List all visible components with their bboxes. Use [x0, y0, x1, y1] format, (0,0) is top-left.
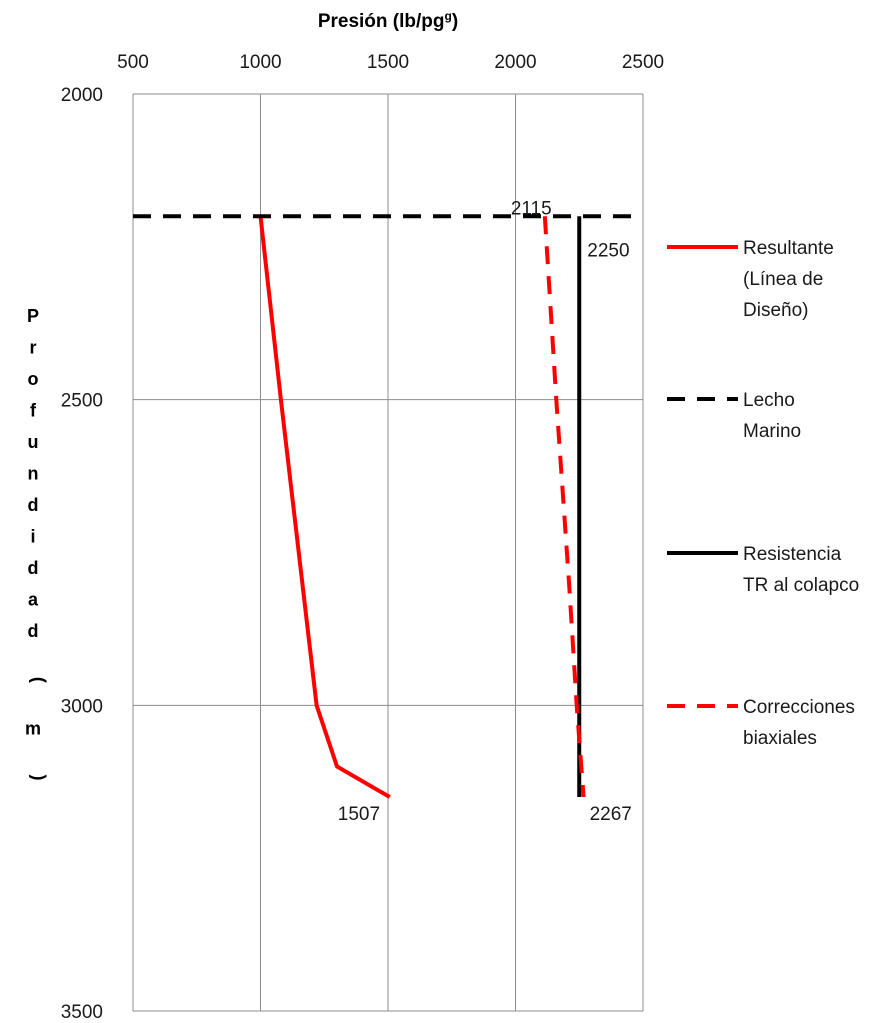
- y-axis-title-char: d: [28, 621, 39, 641]
- data-annotations: 2115 2250 1507 2267: [338, 198, 632, 825]
- series-line-1: [258, 216, 391, 799]
- legend-label-1: Resultante: [743, 238, 834, 259]
- y-axis-title-char: r: [29, 338, 36, 358]
- y-axis-title-char: n: [28, 464, 39, 484]
- series-line-4: [542, 216, 586, 798]
- x-axis-title: Presión (lb/pgg): [318, 9, 458, 32]
- legend-label-2: Marino: [743, 421, 801, 442]
- y-axis-title-char: a: [28, 590, 39, 610]
- grid: [132, 93, 644, 1012]
- y-tick-label: 2000: [61, 85, 103, 106]
- legend-label-4: biaxiales: [743, 728, 817, 749]
- x-tick-label: 2500: [622, 52, 664, 73]
- x-axis-title-suffix: ): [452, 11, 458, 32]
- x-tick-label: 2000: [494, 52, 536, 73]
- y-axis-title-char: d: [28, 558, 39, 578]
- y-axis-title-char: f: [30, 401, 37, 421]
- y-axis-title-char: (: [29, 677, 49, 683]
- legend-label-4: Correcciones: [743, 697, 855, 718]
- x-tick-labels: 500 1000 1500 2000 2500: [117, 52, 664, 73]
- y-axis-title-char: u: [28, 432, 39, 452]
- x-tick-label: 1000: [239, 52, 281, 73]
- data-label: 2115: [511, 198, 552, 219]
- data-label: 2250: [587, 240, 629, 261]
- x-axis-title-main: Presión (lb/pg: [318, 11, 445, 32]
- x-axis-title-sup: g: [445, 9, 452, 23]
- data-label: 2267: [590, 804, 632, 825]
- y-tick-labels: 2000 2500 3000 3500: [61, 85, 103, 1023]
- y-tick-label: 3500: [61, 1002, 103, 1023]
- legend-label-3: TR al colapco: [743, 575, 859, 596]
- y-tick-label: 3000: [61, 696, 103, 717]
- y-axis-title-char: P: [27, 306, 39, 326]
- legend-label-1: (Línea de: [743, 269, 823, 290]
- legend: Resultante (Línea de Diseño) Lecho Marino Res…: [667, 238, 859, 749]
- y-axis-title-char: o: [28, 369, 39, 389]
- y-axis-title-char: m: [25, 719, 41, 739]
- legend-label-3: Resistencia: [743, 544, 842, 565]
- legend-label-1: Diseño): [743, 300, 808, 321]
- series-layer: [133, 214, 643, 799]
- y-axis-title-char: ): [29, 774, 49, 780]
- data-label: 1507: [338, 804, 380, 825]
- legend-label-2: Lecho: [743, 390, 795, 411]
- x-tick-label: 500: [117, 52, 149, 73]
- y-tick-label: 2500: [61, 391, 103, 412]
- y-axis-title-char: d: [28, 495, 39, 515]
- y-axis-title-char: i: [30, 527, 35, 547]
- x-tick-label: 1500: [367, 52, 409, 73]
